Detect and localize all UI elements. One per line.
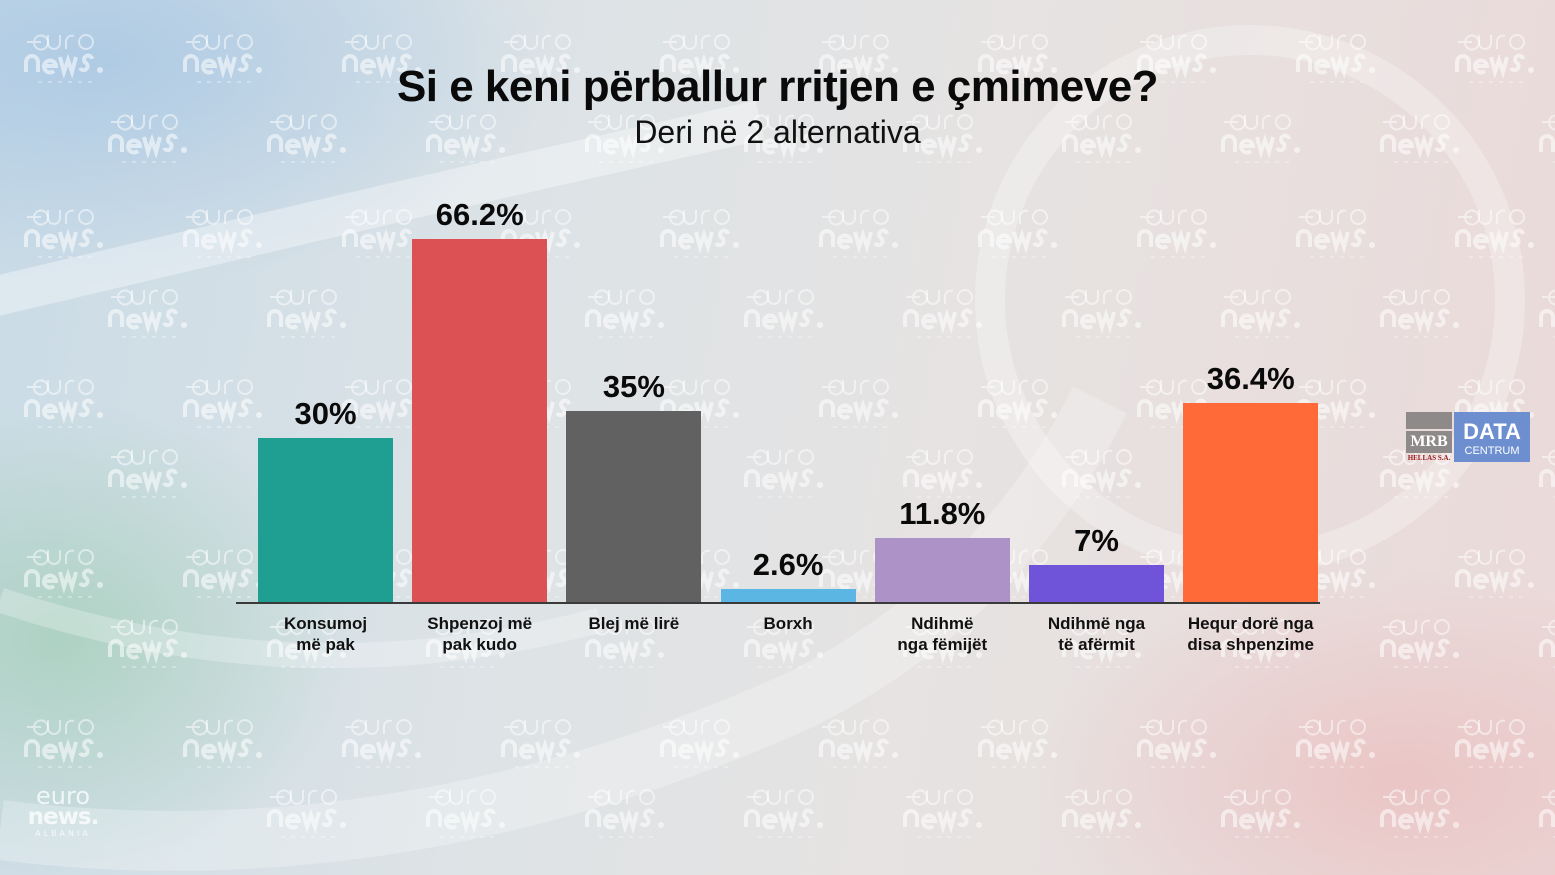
bar-1 bbox=[412, 238, 548, 603]
category-label-6: Hequr dorë nga disa shpenzime bbox=[1176, 613, 1326, 655]
category-label-4: Ndihmë nga fëmijët bbox=[867, 613, 1017, 655]
chart-title: Si e keni përballur rritjen e çmimeve? bbox=[396, 62, 1159, 111]
category-label-line: Ndihmë nga bbox=[1047, 614, 1146, 633]
chart-subtitle: Deri në 2 alternativa bbox=[634, 114, 921, 150]
bar-5 bbox=[1029, 564, 1164, 603]
category-label-line: pak kudo bbox=[442, 635, 517, 654]
category-label-line: Blej më lirë bbox=[588, 614, 680, 633]
x-axis-line bbox=[236, 602, 1320, 604]
watermark-albania: ALBANIA bbox=[35, 829, 91, 838]
value-label-1: 66.2% bbox=[435, 196, 524, 232]
mrb-logo-subtext: HELLAS S.A. bbox=[1407, 454, 1451, 462]
value-label-0: 30% bbox=[294, 396, 357, 431]
category-label-5: Ndihmë nga të afërmit bbox=[1022, 613, 1172, 655]
category-label-line: Hequr dorë nga bbox=[1187, 614, 1314, 633]
datacentrum-logo-centrum: CENTRUM bbox=[1464, 445, 1520, 457]
category-label-2: Blej më lirë bbox=[559, 613, 709, 634]
mrb-logo-block bbox=[1406, 412, 1452, 429]
bar-3 bbox=[720, 588, 856, 603]
category-label-line: disa shpenzime bbox=[1187, 635, 1314, 654]
category-label-line: Borxh bbox=[763, 614, 813, 633]
bar-6 bbox=[1183, 402, 1319, 603]
value-label-5: 7% bbox=[1074, 522, 1119, 558]
category-label-3: Borxh bbox=[713, 613, 863, 634]
watermark-news: news. bbox=[27, 804, 100, 830]
category-label-line: Konsumoj bbox=[283, 614, 368, 633]
category-label-line: Ndihmë bbox=[911, 614, 974, 633]
datacentrum-logo-data: DATA bbox=[1463, 419, 1521, 444]
bar-2 bbox=[566, 410, 702, 603]
category-label-0: Konsumoj më pak bbox=[251, 613, 401, 655]
category-label-line: më pak bbox=[296, 635, 355, 654]
category-label-line: Shpenzoj më bbox=[427, 614, 533, 633]
category-label-line: të afërmit bbox=[1058, 635, 1135, 654]
value-label-6: 36.4% bbox=[1206, 360, 1295, 396]
bar-4 bbox=[874, 538, 1010, 603]
value-label-4: 11.8% bbox=[899, 496, 986, 532]
mrb-logo-text: MRB bbox=[1406, 431, 1452, 453]
category-label-line: nga fëmijët bbox=[897, 635, 988, 654]
category-label-1: Shpenzoj më pak kudo bbox=[405, 613, 555, 655]
datacentrum-logo-box: DATA CENTRUM bbox=[1454, 412, 1530, 462]
mrb-datacentrum-logo: MRB HELLAS S.A. DATA CENTRUM bbox=[1406, 412, 1530, 464]
value-label-3: 2.6% bbox=[752, 546, 824, 582]
watermark-euro: euro bbox=[36, 782, 90, 810]
euronews-watermark: euro news. ALBANIA bbox=[22, 784, 104, 838]
value-label-2: 35% bbox=[602, 368, 665, 404]
bar-0 bbox=[258, 438, 393, 603]
